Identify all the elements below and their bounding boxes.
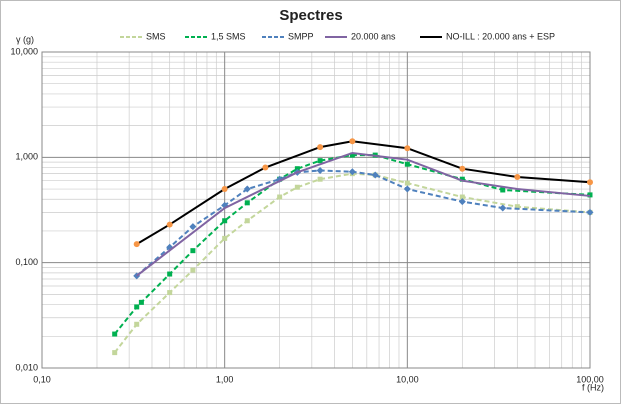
legend-label: NO-ILL : 20.000 ans + ESP (446, 31, 555, 41)
marker (167, 271, 173, 277)
y-tick-label: 1,000 (15, 152, 38, 162)
marker (222, 218, 228, 224)
legend-label: SMS (146, 31, 166, 41)
series-line (136, 151, 591, 277)
marker (112, 331, 118, 337)
legend-label: SMPP (288, 31, 314, 41)
marker (167, 290, 173, 296)
marker (587, 179, 593, 186)
marker (133, 241, 140, 248)
marker (222, 235, 228, 241)
marker (317, 144, 324, 151)
marker (371, 171, 379, 179)
marker (189, 223, 197, 231)
marker (499, 204, 507, 212)
marker (459, 176, 465, 182)
marker (262, 164, 269, 171)
marker (277, 194, 283, 200)
marker (500, 187, 506, 193)
marker (134, 304, 140, 310)
marker (244, 218, 250, 224)
marker (349, 152, 355, 158)
plot-area (41, 51, 591, 369)
marker (244, 200, 250, 206)
marker (404, 161, 410, 167)
x-tick-label: 100,00 (576, 374, 604, 384)
marker (348, 168, 356, 176)
marker (294, 184, 300, 190)
x-tick-label: 1,00 (216, 374, 234, 384)
y-tick-label: 10,000 (10, 46, 38, 56)
x-tick-label: 0,10 (33, 374, 51, 384)
x-tick-label: 10,00 (396, 374, 419, 384)
marker (243, 185, 251, 193)
marker (316, 166, 324, 174)
x-axis-label: f (Hz) (582, 382, 604, 392)
y-axis-label: γ (g) (16, 34, 34, 44)
series-line (113, 172, 591, 354)
legend-label: 20.000 ans (351, 31, 396, 41)
chart-title: Spectres (279, 7, 342, 24)
marker (404, 145, 411, 152)
marker (458, 198, 466, 206)
marker (459, 165, 466, 172)
series-line (136, 169, 591, 277)
marker (190, 267, 196, 273)
marker (403, 185, 411, 193)
marker (134, 321, 140, 327)
marker (221, 186, 228, 193)
marker (586, 208, 594, 216)
series-line (136, 140, 591, 245)
marker (138, 299, 144, 305)
marker (514, 174, 521, 181)
marker (349, 138, 356, 145)
marker (294, 166, 300, 172)
marker (166, 221, 173, 228)
marker (587, 192, 593, 198)
marker (190, 248, 196, 254)
marker (404, 180, 410, 186)
legend-label: 1,5 SMS (211, 31, 246, 41)
marker (317, 176, 323, 182)
marker (112, 350, 118, 356)
y-tick-label: 0,100 (15, 257, 38, 267)
y-tick-label: 0,010 (15, 362, 38, 372)
marker (459, 194, 465, 200)
marker (317, 158, 323, 164)
marker (514, 204, 520, 210)
